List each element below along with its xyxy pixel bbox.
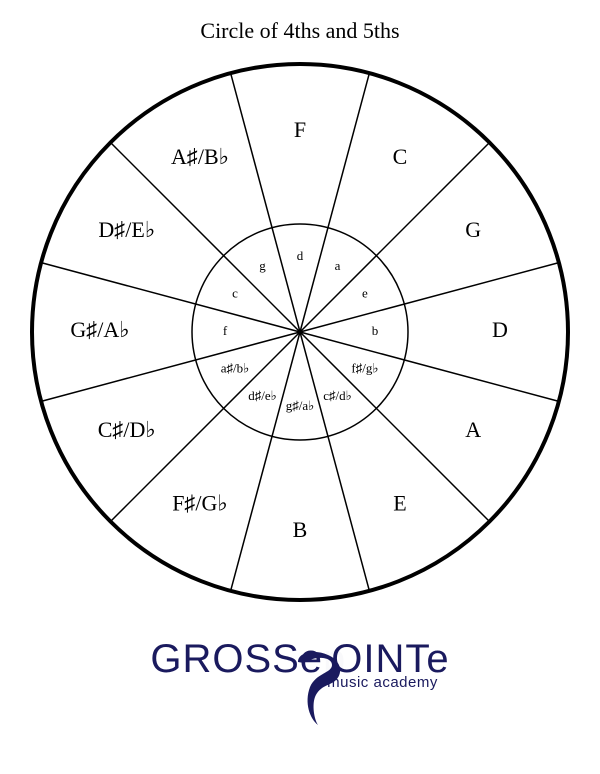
minor-key-label: g bbox=[259, 258, 266, 273]
minor-key-label: f♯/g♭ bbox=[351, 360, 378, 375]
major-key-label: B bbox=[293, 517, 308, 542]
major-key-label: D bbox=[492, 317, 508, 342]
minor-key-label: d♯/e♭ bbox=[248, 388, 277, 403]
page-title: Circle of 4ths and 5ths bbox=[0, 0, 600, 52]
minor-key-label: f bbox=[223, 323, 228, 338]
minor-key-label: c bbox=[232, 285, 238, 300]
minor-key-label: a♯/b♭ bbox=[221, 360, 250, 375]
major-key-label: F bbox=[294, 117, 306, 142]
major-key-label: G bbox=[465, 217, 481, 242]
major-key-label: C♯/D♭ bbox=[98, 417, 156, 442]
minor-key-label: d bbox=[297, 248, 304, 263]
major-key-label: A♯/B♭ bbox=[171, 144, 229, 169]
major-key-label: G♯/A♭ bbox=[70, 317, 129, 342]
major-key-label: D♯/E♭ bbox=[98, 217, 155, 242]
minor-key-label: a bbox=[335, 258, 341, 273]
major-key-label: E bbox=[393, 490, 406, 515]
minor-key-label: c♯/d♭ bbox=[323, 388, 352, 403]
minor-key-label: b bbox=[372, 323, 379, 338]
minor-key-label: g♯/a♭ bbox=[286, 398, 315, 413]
major-key-label: C bbox=[393, 144, 408, 169]
logo-subtitle: music academy bbox=[165, 674, 600, 691]
circle-of-fifths: Ca Ge Db Af♯/g♭ Ec♯/d♭ Bg♯/a♭ F♯/G♭ d♯/e♭ C♯/D♭ a… bbox=[20, 52, 580, 612]
major-key-label: F♯/G♭ bbox=[172, 490, 228, 515]
major-key-label: A bbox=[465, 417, 481, 442]
minor-key-label: e bbox=[362, 285, 368, 300]
logo: GROSSepOINTe music academy bbox=[0, 637, 600, 727]
